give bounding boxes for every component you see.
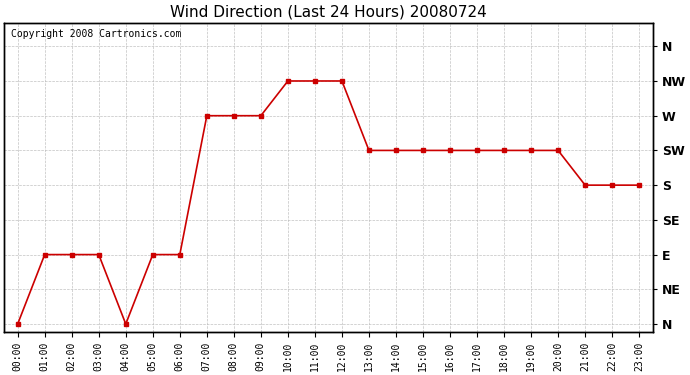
Title: Wind Direction (Last 24 Hours) 20080724: Wind Direction (Last 24 Hours) 20080724 xyxy=(170,4,487,19)
Text: Copyright 2008 Cartronics.com: Copyright 2008 Cartronics.com xyxy=(10,29,181,39)
